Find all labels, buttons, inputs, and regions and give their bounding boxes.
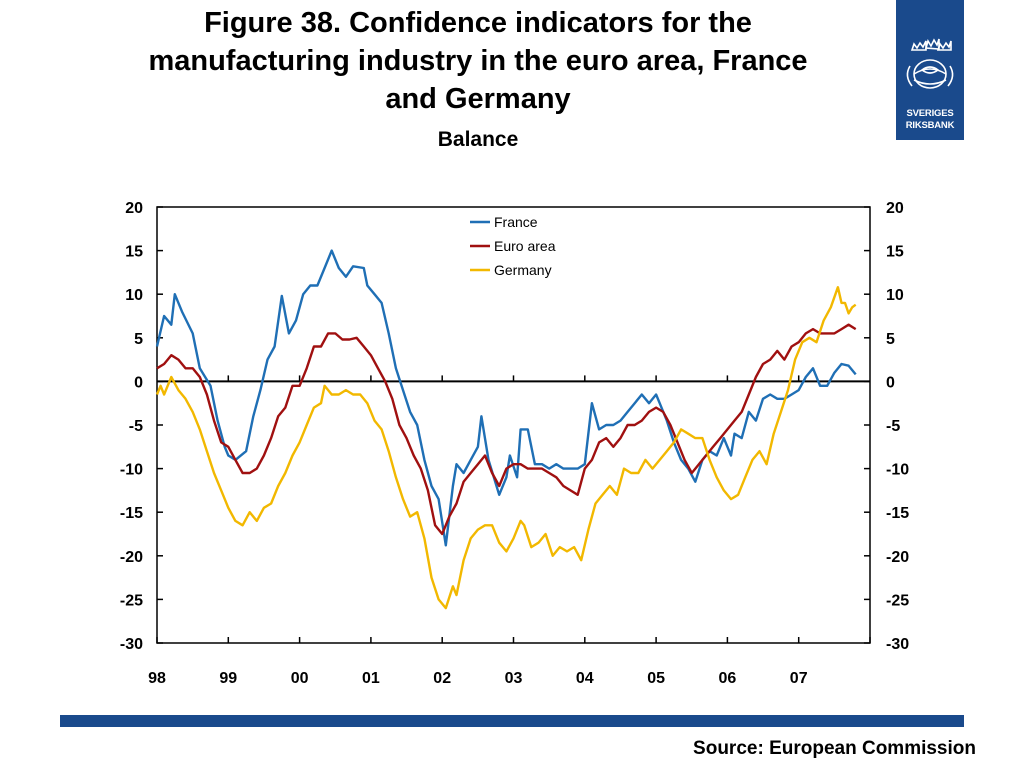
y-tick-label-right: -10 — [886, 462, 909, 479]
y-tick-label-right: -15 — [886, 505, 909, 522]
y-tick-label-right: 0 — [886, 374, 895, 391]
legend-label-germany: Germany — [494, 262, 552, 278]
x-tick-label: 04 — [576, 670, 594, 687]
x-tick-label: 05 — [647, 670, 665, 687]
bottom-divider-bar — [60, 715, 964, 727]
source-note: Source: European Commission — [693, 738, 976, 759]
title-line-1: Figure 38. Confidence indicators for the — [204, 7, 752, 39]
x-tick-label: 06 — [719, 670, 737, 687]
logo-text-line-1: SVERIGES — [906, 108, 954, 119]
y-tick-label-left: 10 — [125, 287, 143, 304]
chart-subtitle: Balance — [437, 128, 519, 151]
y-tick-label-right: 15 — [886, 244, 904, 261]
logo-text-line-2: RIKSBANK — [905, 120, 955, 131]
series-line-euro-area — [156, 323, 857, 536]
y-tick-label-right: 5 — [886, 331, 895, 348]
y-tick-label-left: 20 — [125, 200, 143, 217]
x-tick-label: 01 — [362, 670, 380, 687]
chart-title: Figure 38. Confidence indicators for the… — [60, 4, 896, 118]
series-line-france — [155, 249, 857, 547]
title-line-3: and Germany — [385, 83, 571, 115]
x-tick-label: 07 — [790, 670, 808, 687]
y-tick-label-left: 15 — [125, 244, 143, 261]
x-tick-label: 02 — [433, 670, 451, 687]
legend-label-euro-area: Euro area — [494, 238, 556, 254]
y-tick-label-left: -15 — [120, 505, 143, 522]
y-tick-label-right: -25 — [886, 592, 909, 609]
x-tick-label: 98 — [148, 670, 166, 687]
y-tick-label-right: 20 — [886, 200, 904, 217]
x-tick-label: 03 — [505, 670, 523, 687]
y-tick-label-left: -10 — [120, 462, 143, 479]
y-tick-label-left: -30 — [120, 636, 143, 653]
legend-label-france: France — [494, 214, 538, 230]
y-tick-label-right: -20 — [886, 549, 909, 566]
crown-crest-icon — [906, 38, 954, 89]
y-tick-label-right: -5 — [886, 418, 900, 435]
x-tick-label: 99 — [219, 670, 237, 687]
y-tick-label-left: -20 — [120, 549, 143, 566]
riksbank-logo: SVERIGES RIKSBANK — [896, 0, 964, 140]
y-tick-label-left: -25 — [120, 592, 143, 609]
y-tick-label-right: -30 — [886, 636, 909, 653]
y-tick-label-right: 10 — [886, 287, 904, 304]
y-tick-label-left: 5 — [134, 331, 143, 348]
x-tick-label: 00 — [291, 670, 309, 687]
y-tick-label-left: -5 — [129, 418, 143, 435]
series-line-germany — [155, 286, 857, 610]
title-line-2: manufacturing industry in the euro area,… — [148, 45, 808, 77]
y-tick-label-left: 0 — [134, 374, 143, 391]
